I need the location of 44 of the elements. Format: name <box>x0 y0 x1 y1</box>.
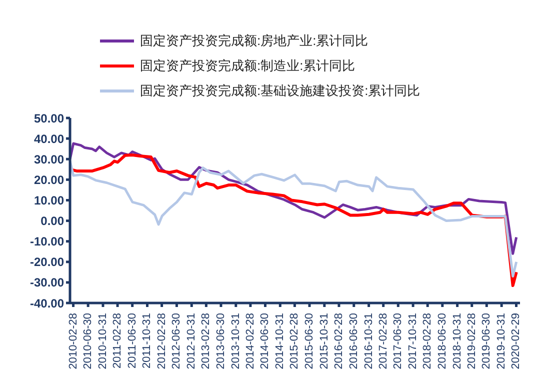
x-tick-label: 2014-02-28 <box>244 313 256 370</box>
x-tick-label: 2015-06-30 <box>303 313 316 370</box>
x-tick-label: 2013-02-28 <box>200 313 212 370</box>
x-tick-label: 2011-10-31 <box>141 313 154 368</box>
y-tick-label: 40.00 <box>34 132 64 146</box>
x-tick-label: 2018-10-31 <box>451 313 464 370</box>
legend-label: 固定资产投资完成额:制造业:累计同比 <box>140 56 356 74</box>
x-tick-label: 2010-06-30 <box>82 313 94 370</box>
x-tick-label: 2012-06-30 <box>170 313 183 370</box>
x-tick-label: 2014-10-31 <box>274 313 286 370</box>
x-tick-label: 2016-02-28 <box>332 313 345 370</box>
y-tick-label: -30.00 <box>30 276 64 290</box>
y-tick-label: -20.00 <box>30 255 64 270</box>
x-tick-label: 2013-10-31 <box>230 313 242 370</box>
x-tick-label: 2010-10-31 <box>96 313 109 370</box>
x-tick-label: 2019-10-31 <box>496 313 508 370</box>
x-tick-label: 2018-06-30 <box>436 313 448 370</box>
y-tick-label: 30.00 <box>34 152 64 166</box>
legend-label: 固定资产投资完成额:基础设施建设投资:累计同比 <box>140 82 420 100</box>
x-tick-label: 2011-02-28 <box>112 313 124 368</box>
x-tick-label: 2011-06-30 <box>126 313 138 368</box>
x-tick-label: 2017-06-30 <box>392 313 404 370</box>
x-tick-label: 2017-02-28 <box>377 313 390 370</box>
legend-label: 固定资产投资完成额:房地产业:累计同比 <box>140 32 368 50</box>
x-tick-label: 2010-02-28 <box>67 313 80 370</box>
x-tick-label: 2017-10-31 <box>407 313 420 370</box>
y-tick-label: 10.00 <box>34 193 64 208</box>
x-tick-label: 2016-10-31 <box>362 313 375 370</box>
x-tick-label: 2019-06-30 <box>480 313 493 370</box>
x-tick-label: 2016-06-30 <box>348 313 360 370</box>
y-tick-label: -40.00 <box>30 296 64 310</box>
x-tick-label: 2012-02-28 <box>156 313 168 370</box>
x-tick-label: 2019-02-28 <box>466 313 478 370</box>
x-tick-label: 2015-02-28 <box>288 313 301 370</box>
y-tick-label: 20.00 <box>34 172 64 187</box>
y-tick-label: 50.00 <box>34 111 64 126</box>
x-tick-label: 2018-02-28 <box>422 313 434 370</box>
x-tick-label: 2020-02-29 <box>510 313 522 370</box>
x-tick-label: 2014-06-30 <box>259 313 272 370</box>
x-tick-label: 2012-10-31 <box>186 313 198 370</box>
x-tick-label: 2015-10-31 <box>318 313 330 370</box>
x-tick-label: 2013-06-30 <box>214 313 227 370</box>
y-tick-label: -10.00 <box>30 234 64 249</box>
y-tick-label: 0.00 <box>40 214 64 228</box>
